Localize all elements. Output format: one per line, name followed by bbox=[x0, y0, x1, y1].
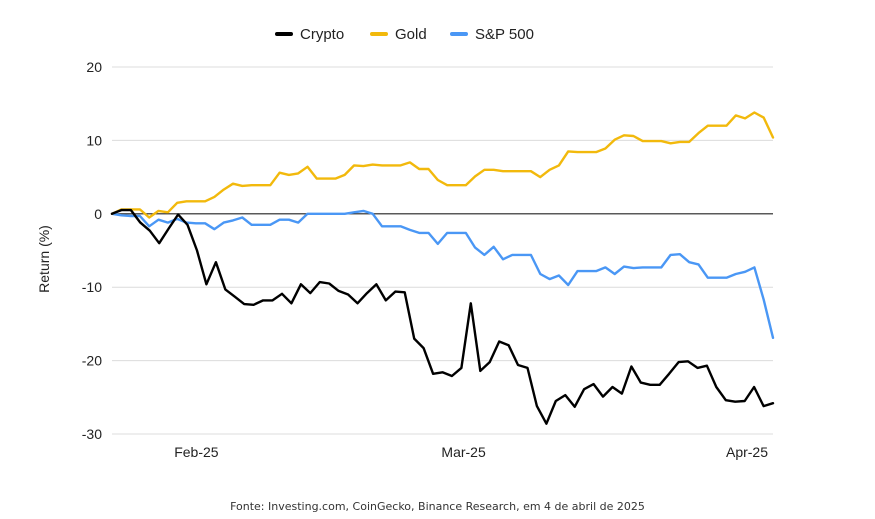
x-tick-label: Apr-25 bbox=[726, 444, 768, 460]
series-line-gold bbox=[110, 111, 775, 219]
y-tick-label: -10 bbox=[82, 279, 102, 295]
y-axis-ticks: 20 10 0 -10 -20 -30 bbox=[82, 59, 102, 442]
x-tick-label: Mar-25 bbox=[441, 444, 486, 460]
y-tick-label: 20 bbox=[86, 59, 102, 75]
y-tick-label: 0 bbox=[94, 206, 102, 222]
gridlines bbox=[112, 66, 773, 435]
y-tick-label: -30 bbox=[82, 426, 102, 442]
y-tick-label: -20 bbox=[82, 353, 102, 369]
y-axis-label: Return (%) bbox=[36, 225, 52, 293]
series-line-s-p-500 bbox=[110, 209, 775, 339]
y-tick-label: 10 bbox=[86, 132, 102, 148]
series-lines bbox=[110, 111, 775, 425]
legend-label: Gold bbox=[395, 26, 427, 43]
x-axis-ticks: Feb-25 Mar-25 Apr-25 bbox=[174, 444, 768, 460]
legend: Crypto Gold S&P 500 bbox=[275, 26, 534, 43]
legend-label: S&P 500 bbox=[475, 26, 534, 43]
x-tick-label: Feb-25 bbox=[174, 444, 219, 460]
source-note: Fonte: Investing.com, CoinGecko, Binance… bbox=[230, 500, 645, 513]
series-line-crypto bbox=[110, 208, 775, 425]
legend-label: Crypto bbox=[300, 26, 344, 43]
